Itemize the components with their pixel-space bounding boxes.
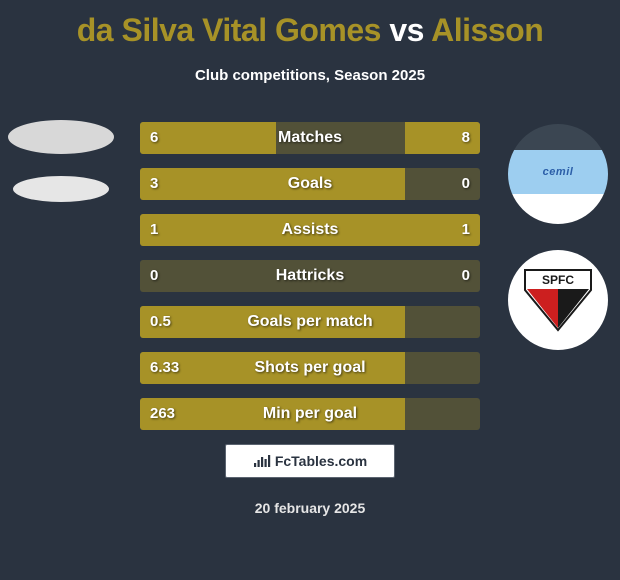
player1-avatar-placeholder [8, 120, 114, 154]
right-avatar-stack: cemil SPFC [508, 124, 608, 376]
bar-left-fill [140, 398, 405, 430]
player2-club-badge: SPFC [508, 250, 608, 350]
bar-left-fill [140, 122, 276, 154]
bar-left-fill [140, 352, 405, 384]
svg-text:SPFC: SPFC [542, 273, 574, 287]
stat-row: 68Matches [140, 122, 480, 154]
comparison-chart: 68Matches30Goals11Assists00Hattricks0.5G… [140, 122, 480, 444]
spfc-shield-icon: SPFC [523, 268, 593, 332]
stat-row: 11Assists [140, 214, 480, 246]
bar-left-fill [140, 214, 310, 246]
bar-left-fill [140, 306, 405, 338]
value-right: 0 [462, 168, 470, 200]
player1-name: da Silva Vital Gomes [77, 12, 381, 48]
value-left: 0.5 [150, 306, 171, 338]
player2-name: Alisson [431, 12, 543, 48]
left-avatar-stack [8, 120, 114, 224]
stat-row: 6.33Shots per goal [140, 352, 480, 384]
value-left: 3 [150, 168, 158, 200]
value-left: 0 [150, 260, 158, 292]
brand-bars-icon [253, 454, 271, 468]
bar-track [140, 260, 480, 292]
stat-row: 30Goals [140, 168, 480, 200]
value-left: 1 [150, 214, 158, 246]
stat-row: 00Hattricks [140, 260, 480, 292]
value-right: 1 [462, 214, 470, 246]
stat-row: 263Min per goal [140, 398, 480, 430]
jersey-sponsor-text: cemil [508, 166, 608, 178]
brand-text: FcTables.com [275, 453, 367, 469]
bar-right-fill [310, 214, 480, 246]
vs-separator: vs [389, 12, 424, 48]
value-right: 0 [462, 260, 470, 292]
player2-avatar: cemil [508, 124, 608, 224]
bar-left-fill [140, 168, 405, 200]
date-label: 20 february 2025 [0, 500, 620, 516]
brand-badge: FcTables.com [225, 444, 395, 478]
value-right: 8 [462, 122, 470, 154]
comparison-title: da Silva Vital Gomes vs Alisson [0, 0, 620, 49]
value-left: 6 [150, 122, 158, 154]
stat-row: 0.5Goals per match [140, 306, 480, 338]
value-left: 263 [150, 398, 175, 430]
player1-club-placeholder [13, 176, 109, 202]
value-left: 6.33 [150, 352, 179, 384]
subtitle: Club competitions, Season 2025 [0, 67, 620, 84]
